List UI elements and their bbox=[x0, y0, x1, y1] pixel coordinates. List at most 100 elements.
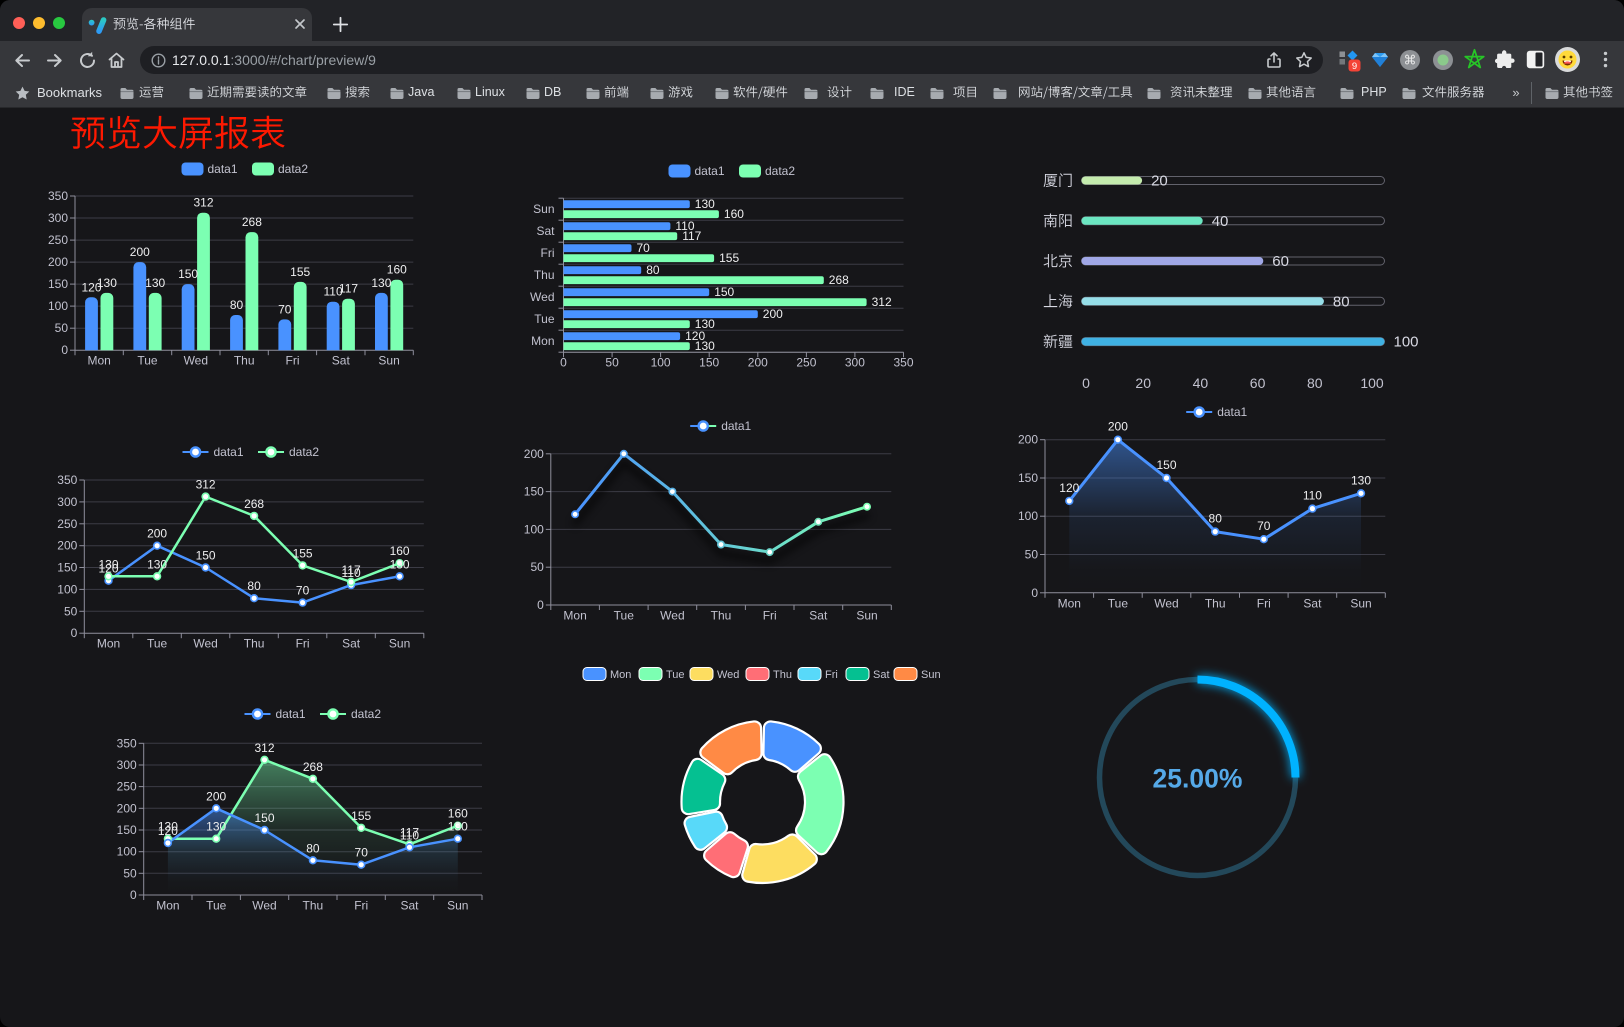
svg-text:data1: data1 bbox=[721, 419, 751, 433]
svg-text:Wed: Wed bbox=[184, 354, 208, 368]
svg-text:250: 250 bbox=[48, 233, 68, 247]
svg-text:50: 50 bbox=[1025, 548, 1039, 562]
svg-text:200: 200 bbox=[748, 356, 768, 370]
svg-text:Thu: Thu bbox=[244, 637, 265, 651]
svg-text:Sun: Sun bbox=[856, 609, 877, 623]
svg-text:110: 110 bbox=[324, 285, 343, 299]
svg-text:150: 150 bbox=[1018, 471, 1038, 485]
svg-text:80: 80 bbox=[306, 841, 320, 855]
svg-text:Sun: Sun bbox=[921, 669, 941, 681]
svg-text:130: 130 bbox=[371, 276, 391, 290]
svg-text:250: 250 bbox=[57, 517, 77, 531]
svg-text:110: 110 bbox=[675, 219, 694, 233]
svg-text:130: 130 bbox=[145, 276, 165, 290]
svg-text:200: 200 bbox=[763, 307, 783, 321]
svg-text:Sat: Sat bbox=[873, 669, 890, 681]
svg-text:130: 130 bbox=[448, 820, 468, 834]
svg-text:70: 70 bbox=[1257, 519, 1271, 533]
svg-text:200: 200 bbox=[206, 789, 226, 803]
svg-text:300: 300 bbox=[845, 356, 865, 370]
svg-text:350: 350 bbox=[48, 189, 68, 203]
svg-text:130: 130 bbox=[206, 820, 226, 834]
svg-text:117: 117 bbox=[339, 282, 358, 296]
svg-text:350: 350 bbox=[117, 736, 137, 750]
svg-text:350: 350 bbox=[57, 473, 77, 487]
svg-text:Wed: Wed bbox=[193, 637, 217, 651]
svg-text:150: 150 bbox=[714, 285, 734, 299]
svg-text:0: 0 bbox=[1082, 375, 1090, 391]
svg-text:Thu: Thu bbox=[1205, 596, 1226, 610]
svg-text:120: 120 bbox=[98, 562, 118, 576]
svg-text:150: 150 bbox=[254, 811, 274, 825]
svg-text:Tue: Tue bbox=[534, 312, 555, 326]
svg-text:Wed: Wed bbox=[252, 899, 276, 913]
svg-text:Sat: Sat bbox=[342, 637, 361, 651]
svg-text:160: 160 bbox=[724, 207, 744, 221]
svg-text:50: 50 bbox=[530, 560, 544, 574]
svg-text:70: 70 bbox=[355, 846, 369, 860]
svg-text:150: 150 bbox=[699, 356, 719, 370]
svg-text:40: 40 bbox=[1193, 375, 1209, 391]
svg-text:Fri: Fri bbox=[825, 669, 838, 681]
svg-text:data1: data1 bbox=[695, 164, 725, 178]
svg-text:268: 268 bbox=[244, 497, 264, 511]
svg-text:80: 80 bbox=[646, 263, 660, 277]
svg-text:50: 50 bbox=[605, 356, 619, 370]
svg-text:Tue: Tue bbox=[137, 354, 158, 368]
svg-text:Sat: Sat bbox=[332, 354, 351, 368]
svg-text:50: 50 bbox=[123, 866, 137, 880]
svg-text:50: 50 bbox=[64, 604, 78, 618]
svg-text:150: 150 bbox=[524, 485, 544, 499]
svg-text:120: 120 bbox=[1059, 481, 1079, 495]
svg-text:data1: data1 bbox=[1217, 405, 1247, 419]
svg-text:Fri: Fri bbox=[354, 899, 368, 913]
svg-text:300: 300 bbox=[57, 495, 77, 509]
svg-text:312: 312 bbox=[196, 478, 216, 492]
svg-text:312: 312 bbox=[193, 196, 213, 210]
svg-text:40: 40 bbox=[1212, 213, 1229, 230]
svg-text:300: 300 bbox=[48, 211, 68, 225]
svg-text:Tue: Tue bbox=[614, 609, 635, 623]
svg-text:25.00%: 25.00% bbox=[1153, 764, 1243, 794]
svg-text:250: 250 bbox=[796, 356, 816, 370]
svg-text:Wed: Wed bbox=[660, 609, 684, 623]
svg-text:data2: data2 bbox=[278, 162, 308, 176]
svg-text:160: 160 bbox=[387, 263, 407, 277]
svg-text:Wed: Wed bbox=[530, 290, 554, 304]
svg-text:130: 130 bbox=[695, 339, 715, 353]
svg-text:Sat: Sat bbox=[536, 224, 555, 238]
svg-text:Wed: Wed bbox=[717, 669, 739, 681]
svg-text:200: 200 bbox=[1108, 420, 1128, 434]
svg-text:130: 130 bbox=[98, 557, 118, 571]
svg-text:50: 50 bbox=[55, 321, 69, 335]
svg-text:155: 155 bbox=[351, 809, 371, 823]
svg-text:268: 268 bbox=[242, 215, 262, 229]
svg-text:Thu: Thu bbox=[773, 669, 792, 681]
svg-text:80: 80 bbox=[1307, 375, 1323, 391]
svg-text:Sat: Sat bbox=[1303, 596, 1322, 610]
svg-text:150: 150 bbox=[178, 267, 198, 281]
svg-text:200: 200 bbox=[147, 527, 167, 541]
svg-text:130: 130 bbox=[158, 820, 178, 834]
svg-text:160: 160 bbox=[448, 807, 468, 821]
svg-text:⌘: ⌘ bbox=[1404, 53, 1417, 68]
svg-text:110: 110 bbox=[400, 828, 419, 842]
svg-text:Thu: Thu bbox=[534, 268, 555, 282]
svg-text:100: 100 bbox=[1394, 334, 1419, 351]
svg-text:160: 160 bbox=[390, 544, 410, 558]
svg-text:80: 80 bbox=[1333, 293, 1350, 310]
svg-text:9: 9 bbox=[1352, 61, 1357, 72]
svg-text:Fri: Fri bbox=[286, 354, 300, 368]
svg-text:60: 60 bbox=[1250, 375, 1266, 391]
svg-text:100: 100 bbox=[524, 522, 544, 536]
svg-text:300: 300 bbox=[117, 758, 137, 772]
svg-text:200: 200 bbox=[1018, 433, 1038, 447]
svg-text:Sat: Sat bbox=[809, 609, 828, 623]
svg-text:130: 130 bbox=[147, 557, 167, 571]
svg-text:Sun: Sun bbox=[389, 637, 410, 651]
svg-text:100: 100 bbox=[48, 299, 68, 313]
svg-text:Mon: Mon bbox=[563, 609, 586, 623]
svg-text:0: 0 bbox=[537, 598, 544, 612]
svg-text:Fri: Fri bbox=[763, 609, 777, 623]
svg-text:312: 312 bbox=[254, 741, 274, 755]
